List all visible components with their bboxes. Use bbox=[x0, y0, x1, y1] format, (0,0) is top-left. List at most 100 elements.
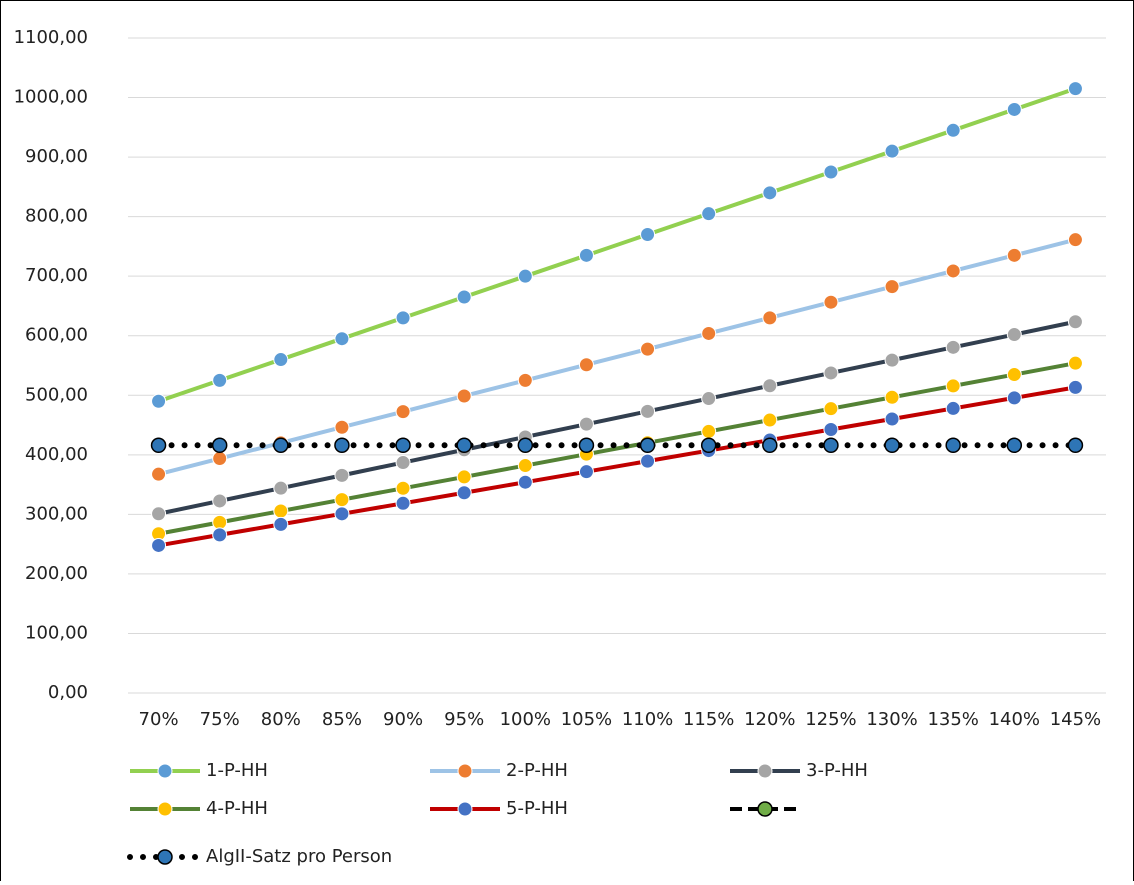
marker bbox=[211, 437, 228, 454]
marker bbox=[884, 143, 900, 159]
y-tick-label: 1100,00 bbox=[14, 27, 88, 48]
marker bbox=[395, 437, 411, 454]
x-tick-label: 75% bbox=[200, 709, 240, 730]
marker bbox=[578, 357, 594, 373]
x-tick-label: 145% bbox=[1050, 709, 1101, 730]
marker bbox=[1067, 437, 1084, 454]
marker bbox=[151, 537, 167, 553]
marker bbox=[395, 495, 411, 511]
legend-label: 3-P-HH bbox=[806, 760, 868, 781]
legend-marker bbox=[157, 801, 173, 817]
marker bbox=[762, 412, 778, 428]
series-line bbox=[158, 237, 1076, 477]
x-tick-label: 130% bbox=[866, 709, 917, 730]
marker bbox=[701, 206, 717, 222]
marker bbox=[762, 310, 778, 326]
marker bbox=[1067, 314, 1083, 330]
x-tick-label: 80% bbox=[261, 709, 301, 730]
x-tick-label: 90% bbox=[383, 709, 423, 730]
marker bbox=[517, 372, 533, 388]
marker bbox=[273, 437, 289, 454]
marker bbox=[456, 485, 472, 501]
marker bbox=[640, 341, 656, 357]
marker bbox=[945, 437, 961, 454]
y-tick-label: 700,00 bbox=[25, 265, 88, 286]
marker bbox=[884, 279, 900, 295]
marker bbox=[334, 492, 350, 508]
marker bbox=[334, 506, 350, 522]
legend-marker bbox=[757, 801, 773, 817]
marker bbox=[884, 352, 900, 368]
marker bbox=[701, 423, 717, 439]
marker bbox=[212, 372, 228, 388]
marker bbox=[334, 419, 350, 435]
marker bbox=[945, 378, 961, 394]
marker bbox=[273, 352, 289, 368]
marker bbox=[1006, 367, 1022, 383]
marker bbox=[1067, 355, 1083, 371]
marker bbox=[640, 453, 656, 469]
marker bbox=[823, 365, 839, 381]
marker bbox=[823, 401, 839, 417]
legend-label: 2-P-HH bbox=[506, 760, 568, 781]
marker bbox=[884, 389, 900, 405]
marker bbox=[395, 310, 411, 326]
x-tick-label: 95% bbox=[444, 709, 484, 730]
series-line bbox=[158, 319, 1076, 516]
legend-marker bbox=[457, 763, 473, 779]
y-tick-label: 500,00 bbox=[25, 384, 88, 405]
marker bbox=[273, 516, 289, 532]
marker bbox=[823, 294, 839, 310]
marker bbox=[1067, 379, 1083, 395]
marker bbox=[762, 378, 778, 394]
y-tick-label: 100,00 bbox=[25, 622, 88, 643]
marker bbox=[151, 466, 167, 482]
marker bbox=[1006, 247, 1022, 263]
marker bbox=[1067, 81, 1083, 97]
marker bbox=[823, 422, 839, 438]
x-tick-label: 100% bbox=[500, 709, 551, 730]
marker bbox=[212, 514, 228, 530]
x-tick-label: 105% bbox=[561, 709, 612, 730]
marker bbox=[151, 393, 167, 409]
marker bbox=[700, 437, 717, 454]
marker bbox=[456, 469, 472, 485]
marker bbox=[945, 400, 961, 416]
marker bbox=[395, 480, 411, 496]
legend-marker bbox=[457, 801, 473, 817]
marker bbox=[395, 404, 411, 420]
series-line bbox=[158, 385, 1076, 548]
marker bbox=[1006, 101, 1022, 117]
marker bbox=[273, 480, 289, 496]
marker bbox=[456, 388, 472, 404]
x-tick-label: 70% bbox=[139, 709, 179, 730]
legend-unnamed-entry bbox=[730, 801, 800, 817]
marker bbox=[212, 527, 228, 543]
marker bbox=[884, 437, 900, 454]
legend-marker bbox=[157, 763, 173, 779]
y-tick-label: 900,00 bbox=[25, 146, 88, 167]
marker bbox=[884, 411, 900, 427]
marker bbox=[1006, 437, 1023, 454]
marker bbox=[701, 325, 717, 341]
legend-marker bbox=[757, 763, 773, 779]
marker bbox=[517, 268, 533, 284]
marker bbox=[1006, 390, 1022, 406]
legend-label: 1-P-HH bbox=[206, 760, 268, 781]
legend-label: 4-P-HH bbox=[206, 798, 268, 819]
marker bbox=[762, 185, 778, 201]
marker bbox=[517, 458, 533, 474]
y-tick-label: 300,00 bbox=[25, 503, 88, 524]
y-tick-label: 400,00 bbox=[25, 444, 88, 465]
marker bbox=[578, 416, 594, 432]
marker bbox=[701, 391, 717, 407]
marker bbox=[1067, 232, 1083, 248]
marker bbox=[212, 451, 228, 467]
marker bbox=[517, 474, 533, 490]
x-tick-label: 110% bbox=[622, 709, 673, 730]
marker bbox=[334, 437, 350, 454]
series-line bbox=[158, 361, 1076, 536]
marker bbox=[945, 339, 961, 355]
marker bbox=[578, 464, 594, 480]
